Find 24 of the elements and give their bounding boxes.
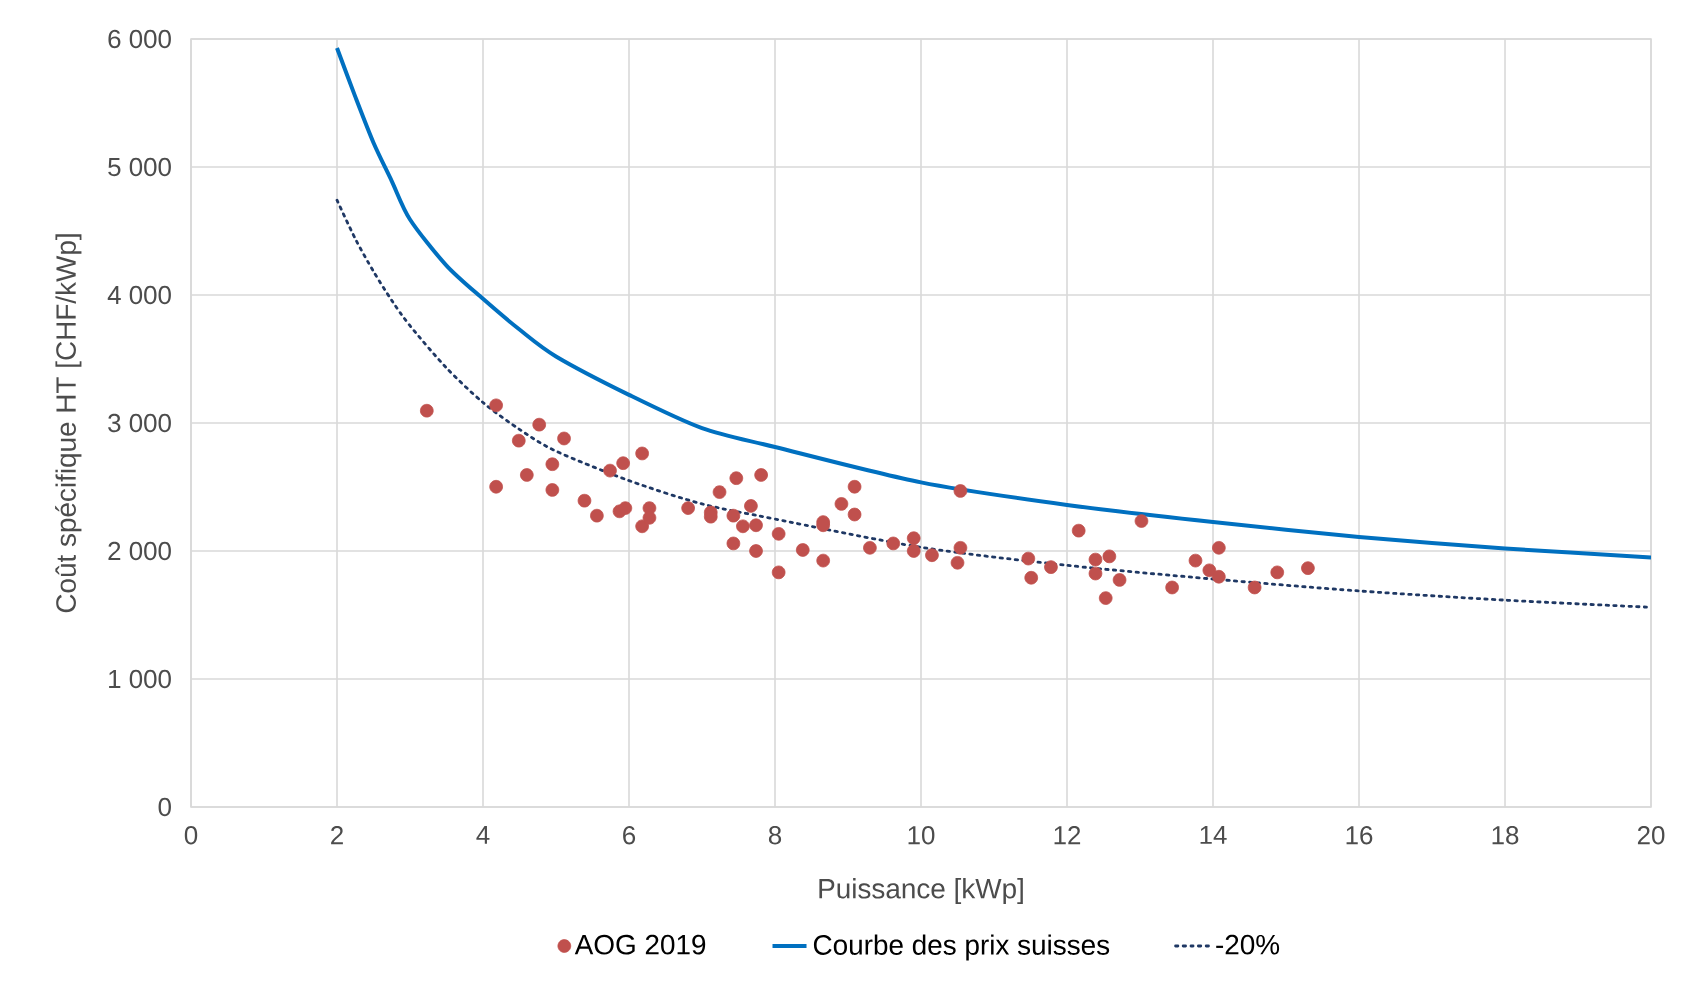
x-tick-label: 16 bbox=[1346, 826, 1373, 845]
x-tick-label: 10 bbox=[908, 826, 935, 845]
x-tick-label: 8 bbox=[768, 826, 782, 845]
x-tick-label: 2 bbox=[331, 826, 343, 845]
x-tick-label: 20 bbox=[1637, 826, 1665, 845]
legend-label: Courbe des prix suisses bbox=[813, 934, 1110, 961]
legend-label: -20% bbox=[1216, 934, 1280, 955]
x-tick-label: 14 bbox=[1200, 826, 1227, 844]
x-tick-label: 4 bbox=[476, 826, 490, 844]
y-tick-label: 6 000 bbox=[108, 29, 171, 49]
line-series bbox=[335, 45, 1652, 560]
y-axis-title: Coût spécifique HT [CHF/kWp] bbox=[55, 234, 82, 613]
y-tick-label: 3 000 bbox=[108, 413, 171, 433]
x-tick-label: 6 bbox=[623, 826, 636, 845]
x-tick-label: 0 bbox=[184, 826, 198, 845]
x-tick-label: 18 bbox=[1492, 826, 1519, 845]
y-tick-label: 1 000 bbox=[109, 669, 171, 689]
x-tick-label: 12 bbox=[1054, 826, 1081, 845]
y-tick-label: 0 bbox=[158, 797, 171, 817]
y-tick-label: 5 000 bbox=[108, 157, 171, 177]
x-axis-title: Puissance [kWp] bbox=[819, 878, 1023, 905]
legend-label: AOG 2019 bbox=[574, 934, 706, 955]
y-tick-label: 4 000 bbox=[107, 285, 171, 305]
y-tick-label: 2 000 bbox=[108, 541, 171, 561]
